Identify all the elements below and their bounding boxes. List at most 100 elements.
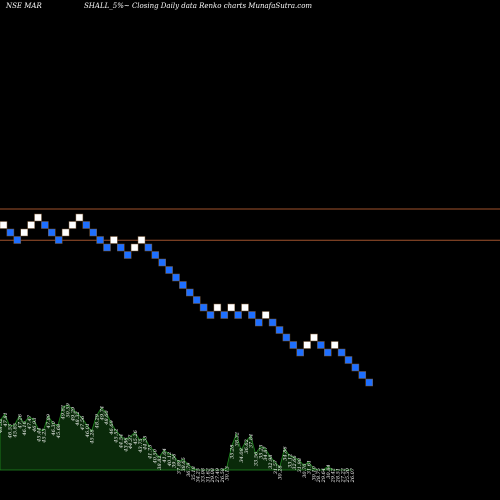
volume-label: 27.22: [340, 468, 346, 483]
volume-label: 45.68: [56, 424, 62, 439]
volume-label: 31.61: [307, 460, 313, 474]
renko-brick-down: [6, 228, 15, 237]
renko-brick-up: [330, 341, 339, 349]
volume-label: 46.93: [32, 418, 38, 433]
renko-brick-down: [344, 356, 353, 364]
volume-label: 39.56: [172, 453, 178, 468]
volume-label: 45.44: [37, 428, 43, 443]
volume-label: 46.01: [85, 423, 91, 438]
volume-label: 48.60: [104, 410, 110, 426]
renko-brick-down: [13, 236, 22, 244]
volume-label: 29.42: [331, 468, 337, 483]
volume-label: 35.23: [258, 445, 264, 459]
renko-brick-down: [41, 221, 49, 229]
volume-label: 43.86: [123, 437, 129, 453]
volume-label: 34.25: [196, 468, 202, 482]
renko-brick-down: [282, 333, 291, 342]
volume-label: 37.84: [249, 434, 255, 448]
volume-label: 30.70: [302, 463, 308, 478]
volume-label: 50.59: [66, 402, 72, 417]
volume-label: 35.18: [191, 466, 197, 480]
renko-brick-down: [199, 303, 208, 312]
volume-label: 47.89: [46, 413, 52, 429]
renko-brick-down: [82, 221, 91, 229]
renko-brick-down: [54, 236, 63, 244]
volume-label: 49.74: [99, 406, 105, 421]
renko-brick-up: [68, 221, 77, 229]
renko-brick-up: [137, 236, 146, 244]
volume-label: 26.58: [220, 468, 226, 483]
volume-label: 46.16: [22, 420, 28, 436]
renko-brick-down: [317, 341, 325, 349]
renko-brick-down: [248, 311, 256, 319]
chart-title-left: NSE MAR: [5, 2, 42, 10]
renko-brick-down: [255, 318, 263, 327]
volume-label: 45.28: [90, 429, 96, 444]
renko-brick-down: [158, 258, 166, 267]
renko-brick-down: [117, 243, 125, 252]
volume-label: 26.07: [350, 467, 356, 483]
renko-brick-down: [337, 348, 346, 357]
renko-brick-down: [172, 273, 180, 282]
renko-brick-up: [241, 303, 249, 312]
renko-brick-down: [186, 288, 194, 297]
renko-brick-up: [130, 243, 139, 252]
volume-label: 29.08: [210, 468, 216, 483]
volume-label: 35.28: [230, 445, 236, 459]
renko-brick-up: [20, 228, 28, 237]
volume-area: 48.5247.8146.5345.8547.2646.1647.4746.93…: [0, 402, 356, 483]
renko-brick-down: [358, 371, 367, 379]
volume-label: 47.81: [3, 412, 9, 427]
volume-label: 30.10: [311, 465, 317, 480]
renko-bricks: [0, 213, 373, 387]
volume-label: 41.04: [162, 448, 168, 463]
renko-brick-down: [296, 348, 304, 357]
volume-label: 46.53: [8, 424, 14, 439]
volume-label: 47.47: [27, 414, 33, 430]
volume-label: 47.56: [80, 415, 86, 431]
renko-brick-down: [234, 311, 242, 319]
renko-brick-up: [110, 236, 118, 244]
volume-label: 31.57: [273, 459, 279, 474]
volume-label: 38.82: [157, 455, 163, 469]
volume-label: 45.23: [41, 428, 47, 443]
renko-brick-down: [165, 266, 173, 274]
volume-label: 25.30: [345, 467, 351, 483]
renko-brick-down: [89, 228, 97, 237]
renko-brick-up: [0, 221, 8, 229]
renko-brick-down: [324, 348, 332, 357]
volume-label: 32.66: [292, 455, 298, 470]
volume-label: 45.26: [133, 429, 139, 445]
volume-label: 30.84: [326, 464, 332, 478]
volume-label: 38.65: [181, 457, 187, 471]
renko-brick-up: [27, 221, 35, 229]
renko-brick-down: [48, 228, 56, 237]
volume-label: 44.37: [128, 434, 134, 450]
renko-brick-up: [303, 341, 311, 349]
volume-label: 32.98: [268, 455, 274, 469]
chart-title-right: SHALL_5%~ Closing Daily data Renko chart…: [84, 2, 312, 10]
volume-label: 30.13: [225, 466, 231, 480]
volume-area-path: [0, 404, 352, 471]
volume-label: 34.87: [263, 446, 269, 461]
renko-brick-up: [261, 311, 270, 319]
volume-label: 47.26: [17, 413, 23, 429]
volume-label: 46.30: [51, 420, 57, 436]
renko-brick-down: [123, 251, 132, 259]
renko-brick-up: [213, 303, 222, 312]
renko-brick-down: [268, 318, 277, 327]
volume-label: 46.69: [109, 419, 115, 435]
volume-label: 44.35: [143, 436, 149, 451]
renko-brick-up: [34, 213, 42, 222]
volume-label: 29.64: [321, 468, 327, 483]
renko-brick-down: [351, 363, 360, 372]
volume-label: 48.29: [94, 413, 100, 429]
volume-label: 44.54: [119, 434, 125, 449]
volume-label: 31.98: [297, 458, 303, 472]
volume-label: 31.62: [205, 468, 211, 482]
volume-label: 36.79: [186, 462, 192, 477]
renko-brick-down: [192, 296, 201, 304]
reference-lines: [0, 208, 500, 241]
